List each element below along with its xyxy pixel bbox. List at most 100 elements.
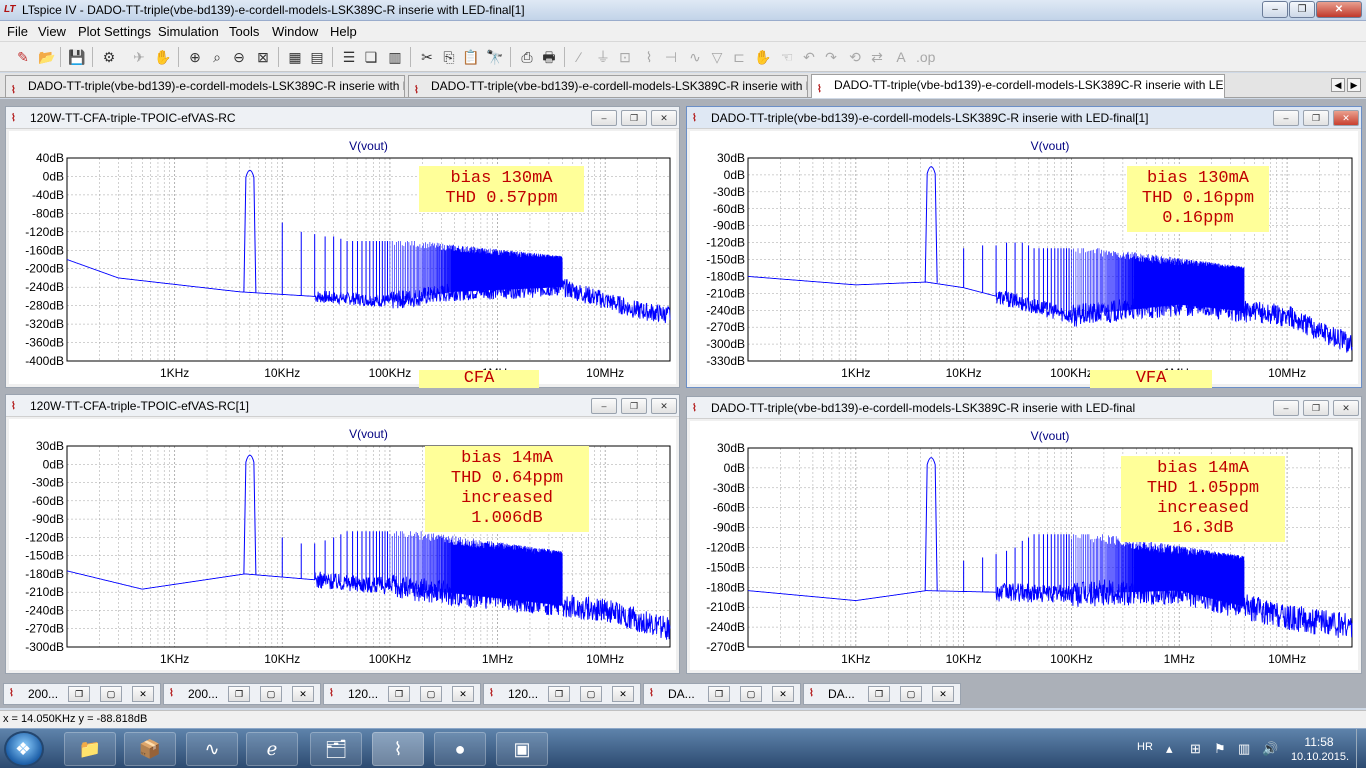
plot-minimize-button[interactable]: ‒: [1273, 110, 1299, 126]
doc-tab-2[interactable]: ⌇ DADO-TT-triple(vbe-bd139)-e-cordell-mod…: [408, 75, 808, 97]
halt-icon[interactable]: ✋: [154, 49, 172, 65]
trace-name[interactable]: V(vout): [1031, 429, 1070, 443]
grid-icon[interactable]: ▤: [310, 49, 324, 65]
fundamental-peak[interactable]: [243, 169, 257, 293]
save-icon[interactable]: 💾: [68, 49, 86, 65]
menu-view[interactable]: View: [38, 24, 66, 39]
zoom-fit-icon[interactable]: ⊠: [257, 49, 269, 65]
spectrum-chart[interactable]: V(vout) 30dB 0dB -30dB -60dB -90dB -120dB -150d…: [690, 421, 1360, 672]
plot-window-titlebar[interactable]: ⌇ 120W-TT-CFA-triple-TPOIC-efVAS-RC ‒ ❐ …: [6, 107, 679, 129]
plot-area[interactable]: V(vout) 40dB 0dB -40dB -80dB -120dB -160dB -200…: [9, 131, 676, 388]
explorer-taskbar-icon[interactable]: 📁: [64, 732, 116, 766]
close-button[interactable]: ✕: [612, 686, 634, 702]
start-button[interactable]: ❖: [4, 731, 44, 767]
tab-scroll-right-button[interactable]: ▶: [1347, 78, 1361, 92]
plot-window-vfa-130ma[interactable]: ⌇ DADO-TT-triple(vbe-bd139)-e-cordell-mo…: [686, 106, 1362, 388]
window-taskbar-icon[interactable]: ▣: [496, 732, 548, 766]
menu-window[interactable]: Window: [272, 24, 319, 39]
control-panel-icon[interactable]: ⚙: [102, 49, 116, 65]
tray-windows-icon[interactable]: ⊞: [1190, 741, 1201, 756]
run-icon[interactable]: ✈: [133, 49, 145, 65]
menu-help[interactable]: Help: [330, 24, 357, 39]
internet-explorer-taskbar-icon[interactable]: ℯ: [246, 732, 298, 766]
plot-window-titlebar[interactable]: ⌇ DADO-TT-triple(vbe-bd139)-e-cordell-mo…: [687, 397, 1361, 419]
maximize-button[interactable]: ▢: [900, 686, 922, 702]
plot-window-vfa-14ma[interactable]: ⌇ DADO-TT-triple(vbe-bd139)-e-cordell-mo…: [686, 396, 1362, 674]
tray-volume-icon[interactable]: 🔊: [1262, 741, 1279, 756]
capacitor-icon[interactable]: ⊣: [664, 49, 678, 65]
plot-maximize-button[interactable]: ❐: [621, 110, 647, 126]
minimized-window[interactable]: ⌇ 200... ❐ ▢ ✕: [163, 683, 321, 705]
doc-tab-1[interactable]: ⌇ DADO-TT-triple(vbe-bd139)-e-cordell-mod…: [5, 75, 405, 97]
restore-button[interactable]: ❐: [708, 686, 730, 702]
language-indicator[interactable]: HR: [1137, 741, 1153, 753]
menu-simulation[interactable]: Simulation: [158, 24, 219, 39]
restore-button[interactable]: ❐: [68, 686, 90, 702]
maximize-button[interactable]: ▢: [420, 686, 442, 702]
restore-button[interactable]: ❐: [228, 686, 250, 702]
plot-close-button[interactable]: ✕: [651, 110, 677, 126]
tile-vertical-icon[interactable]: ▥: [388, 49, 402, 65]
minimized-window[interactable]: ⌇ 200... ❐ ▢ ✕: [3, 683, 161, 705]
menu-file[interactable]: File: [7, 24, 28, 39]
plot-close-button[interactable]: ✕: [651, 398, 677, 414]
restore-button[interactable]: ❐: [868, 686, 890, 702]
spectrum-trace[interactable]: [747, 275, 1353, 353]
plot-area[interactable]: V(vout) 30dB 0dB -30dB -60dB -90dB -120dB -150d…: [690, 421, 1358, 670]
tray-up-arrow-icon[interactable]: ▴: [1166, 741, 1173, 756]
fundamental-peak[interactable]: [924, 166, 938, 283]
folder-taskbar-icon[interactable]: 🗂: [310, 732, 362, 766]
plot-area[interactable]: V(vout) 30dB 0dB -30dB -60dB -90dB -120dB -150d…: [690, 131, 1358, 388]
zoom-out-icon[interactable]: ⊖: [233, 49, 245, 65]
mirror-icon[interactable]: ⇄: [871, 49, 883, 65]
trace-name[interactable]: V(vout): [349, 427, 388, 441]
wire-icon[interactable]: ∕: [577, 49, 581, 65]
new-schematic-icon[interactable]: ✎: [17, 49, 29, 65]
plot-area[interactable]: V(vout) 30dB 0dB -30dB -60dB -90dB -120dB -150d…: [9, 419, 676, 670]
close-button[interactable]: ✕: [292, 686, 314, 702]
paste-icon[interactable]: 📋: [462, 49, 480, 65]
show-desktop-button[interactable]: [1356, 729, 1366, 768]
print-preview-icon[interactable]: ⎙: [521, 49, 533, 65]
trace-name[interactable]: V(vout): [349, 139, 388, 153]
fundamental-peak[interactable]: [924, 457, 938, 591]
cascade-icon[interactable]: ❏: [364, 49, 378, 65]
ground-icon[interactable]: ⏚: [596, 49, 610, 65]
plot-close-button[interactable]: ✕: [1333, 110, 1359, 126]
text-icon[interactable]: A: [896, 49, 906, 65]
plot-minimize-button[interactable]: ‒: [591, 398, 617, 414]
plot-minimize-button[interactable]: ‒: [1273, 400, 1299, 416]
minimize-button[interactable]: ‒: [1262, 1, 1288, 18]
copy-icon[interactable]: ⎘: [443, 49, 455, 65]
maximize-button[interactable]: ▢: [740, 686, 762, 702]
maximize-button[interactable]: ❐: [1289, 1, 1315, 18]
component-icon[interactable]: ⊏: [733, 49, 745, 65]
cut-icon[interactable]: ✂: [421, 49, 433, 65]
doc-tab-3[interactable]: ⌇ DADO-TT-triple(vbe-bd139)-e-cordell-mod…: [811, 74, 1225, 98]
pan-icon[interactable]: ⌕: [213, 49, 221, 65]
move-icon[interactable]: ✋: [754, 49, 772, 65]
restore-button[interactable]: ❐: [388, 686, 410, 702]
minimized-window[interactable]: ⌇ DA... ❐ ▢ ✕: [803, 683, 961, 705]
print-icon[interactable]: 🖶: [542, 49, 556, 65]
autorange-icon[interactable]: ▦: [288, 49, 302, 65]
open-icon[interactable]: 📂: [38, 49, 56, 65]
spectrum-chart[interactable]: V(vout) 30dB 0dB -30dB -60dB -90dB -120dB -150d…: [9, 419, 678, 672]
fundamental-peak[interactable]: [243, 454, 257, 575]
inductor-icon[interactable]: ∿: [689, 49, 701, 65]
redo-icon[interactable]: ↷: [825, 49, 837, 65]
close-button[interactable]: ✕: [1316, 1, 1362, 18]
minimized-window[interactable]: ⌇ DA... ❐ ▢ ✕: [643, 683, 801, 705]
spectrum-trace[interactable]: [66, 259, 671, 324]
plot-window-titlebar[interactable]: ⌇ DADO-TT-triple(vbe-bd139)-e-cordell-mo…: [687, 107, 1361, 129]
tray-flag-icon[interactable]: ⚑: [1214, 741, 1226, 756]
spectrum-trace[interactable]: [747, 577, 1353, 638]
oscilloscope-taskbar-icon[interactable]: ∿: [186, 732, 238, 766]
tile-horizontal-icon[interactable]: ☰: [342, 49, 356, 65]
close-button[interactable]: ✕: [772, 686, 794, 702]
restore-button[interactable]: ❐: [548, 686, 570, 702]
label-icon[interactable]: ⊡: [619, 49, 631, 65]
plot-close-button[interactable]: ✕: [1333, 400, 1359, 416]
app-green-taskbar-icon[interactable]: ●: [434, 732, 486, 766]
close-button[interactable]: ✕: [932, 686, 954, 702]
